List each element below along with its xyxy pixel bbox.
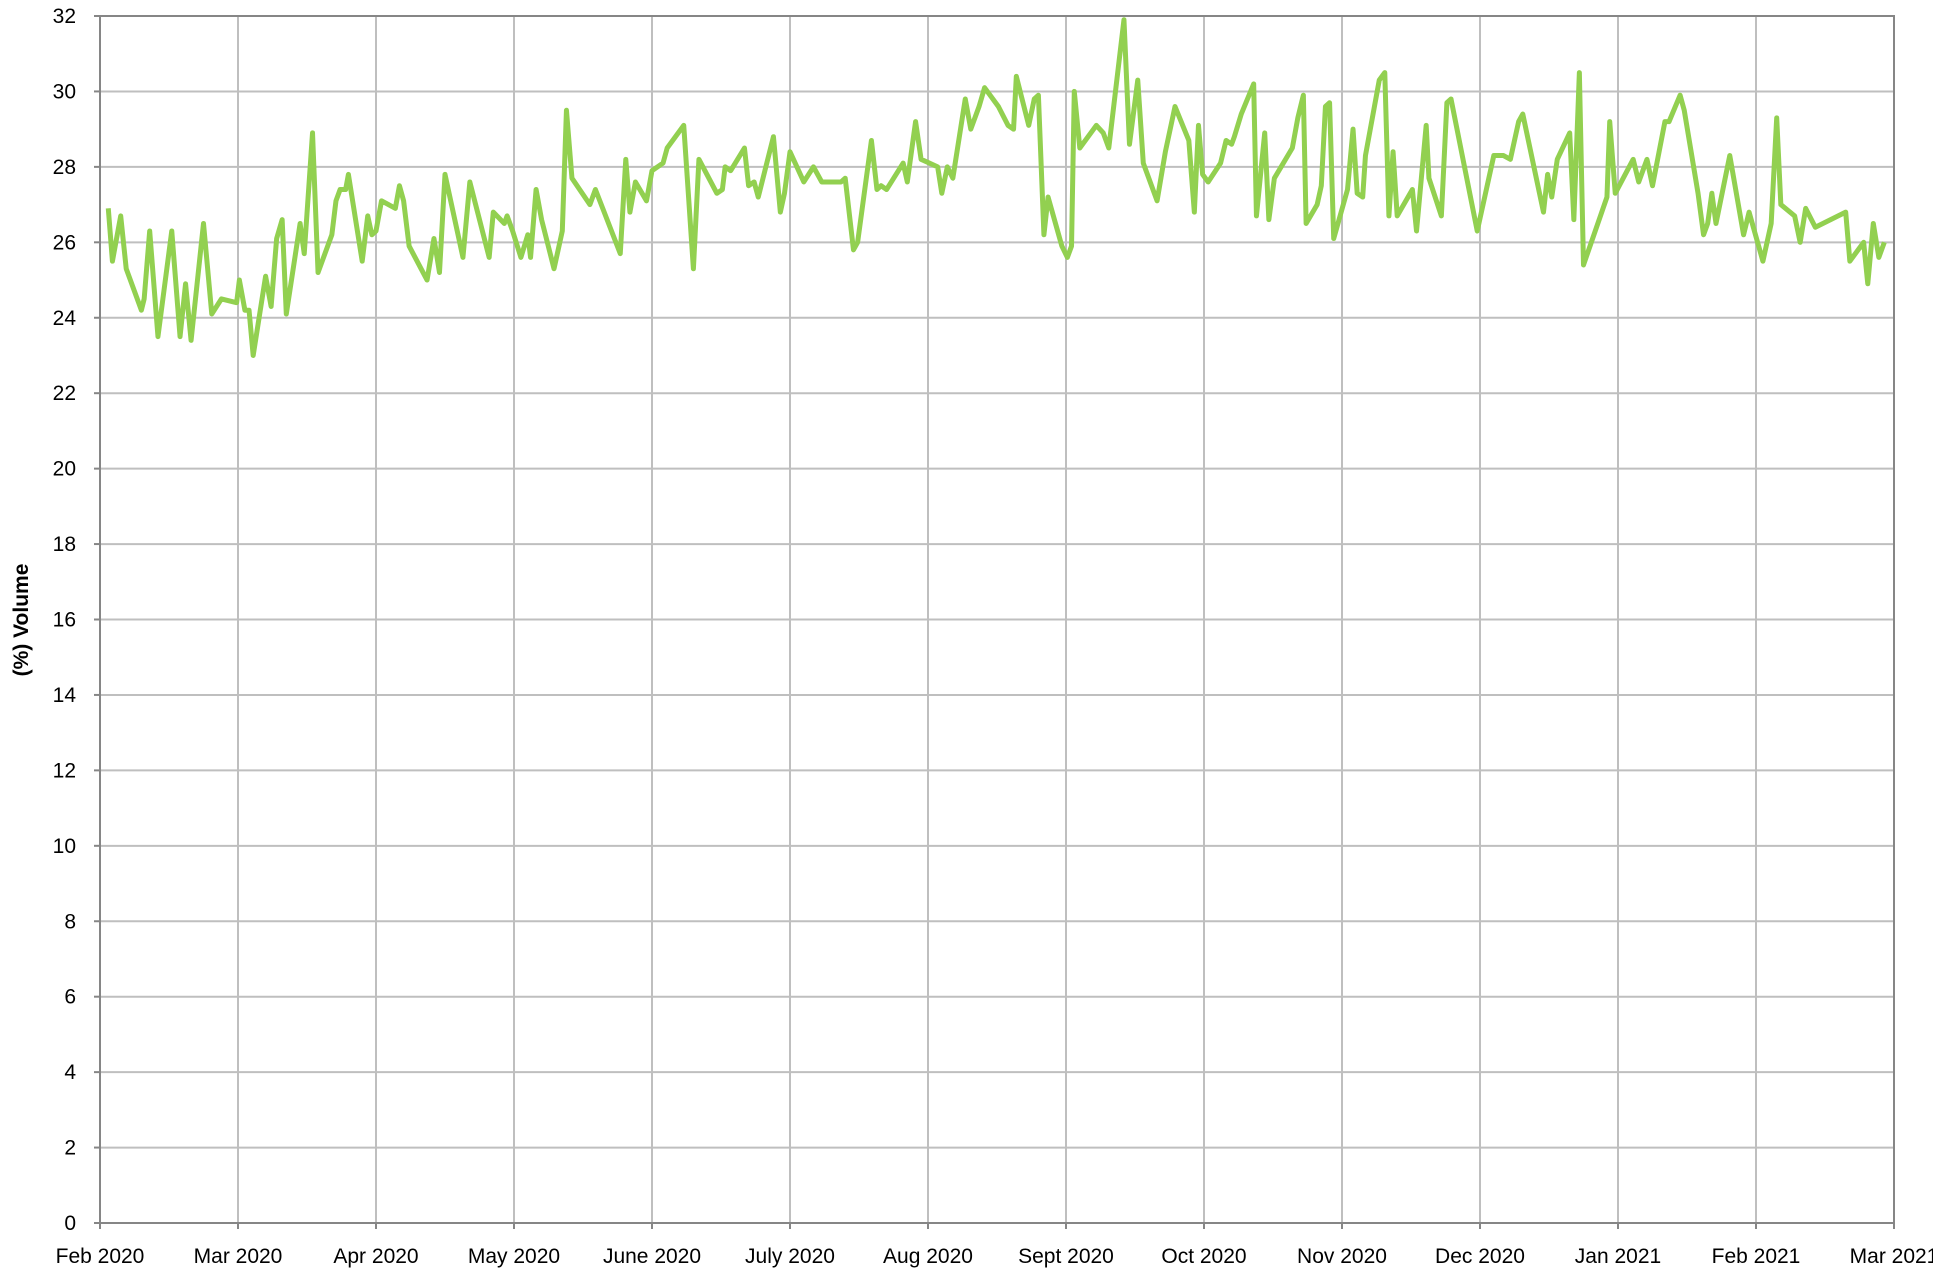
x-tick-label: Mar 2020 (194, 1245, 283, 1268)
y-tick-label: 2 (64, 1137, 76, 1160)
y-tick-label: 30 (53, 80, 76, 103)
y-tick-label: 26 (53, 231, 76, 254)
y-tick-label: 14 (53, 684, 77, 707)
y-tick-label: 0 (64, 1212, 76, 1235)
x-tick-label: Sept 2020 (1018, 1245, 1114, 1268)
x-tick-label: Aug 2020 (883, 1245, 973, 1268)
y-tick-label: 4 (64, 1061, 76, 1084)
x-tick-label: Jan 2021 (1575, 1245, 1661, 1268)
plot-frame (99, 15, 1895, 1224)
y-tick-label: 12 (53, 759, 76, 782)
x-tick-label: Apr 2020 (333, 1245, 418, 1268)
x-tick-label: Dec 2020 (1435, 1245, 1525, 1268)
y-tick-label: 16 (53, 609, 76, 632)
y-tick-label: 6 (64, 986, 76, 1009)
data-line (105, 17, 1887, 358)
x-tick-label: July 2020 (745, 1245, 835, 1268)
x-tick-label: Feb 2021 (1712, 1245, 1801, 1268)
y-axis-title: (%) Volume (10, 564, 33, 677)
x-tick-label: Feb 2020 (56, 1245, 145, 1268)
y-tick-label: 24 (53, 307, 77, 330)
x-tick-label: May 2020 (468, 1245, 560, 1268)
x-tick-label: Oct 2020 (1161, 1245, 1246, 1268)
y-tick-label: 32 (53, 5, 76, 28)
y-tick-label: 28 (53, 156, 76, 179)
y-tick-label: 20 (53, 458, 76, 481)
x-tick-label: June 2020 (603, 1245, 701, 1268)
x-tick-label: Nov 2020 (1297, 1245, 1387, 1268)
x-tick-label: Mar 2021 (1850, 1245, 1933, 1268)
y-tick-label: 22 (53, 382, 76, 405)
y-tick-label: 10 (53, 835, 76, 858)
y-tick-label: 8 (64, 910, 76, 933)
y-tick-label: 18 (53, 533, 76, 556)
